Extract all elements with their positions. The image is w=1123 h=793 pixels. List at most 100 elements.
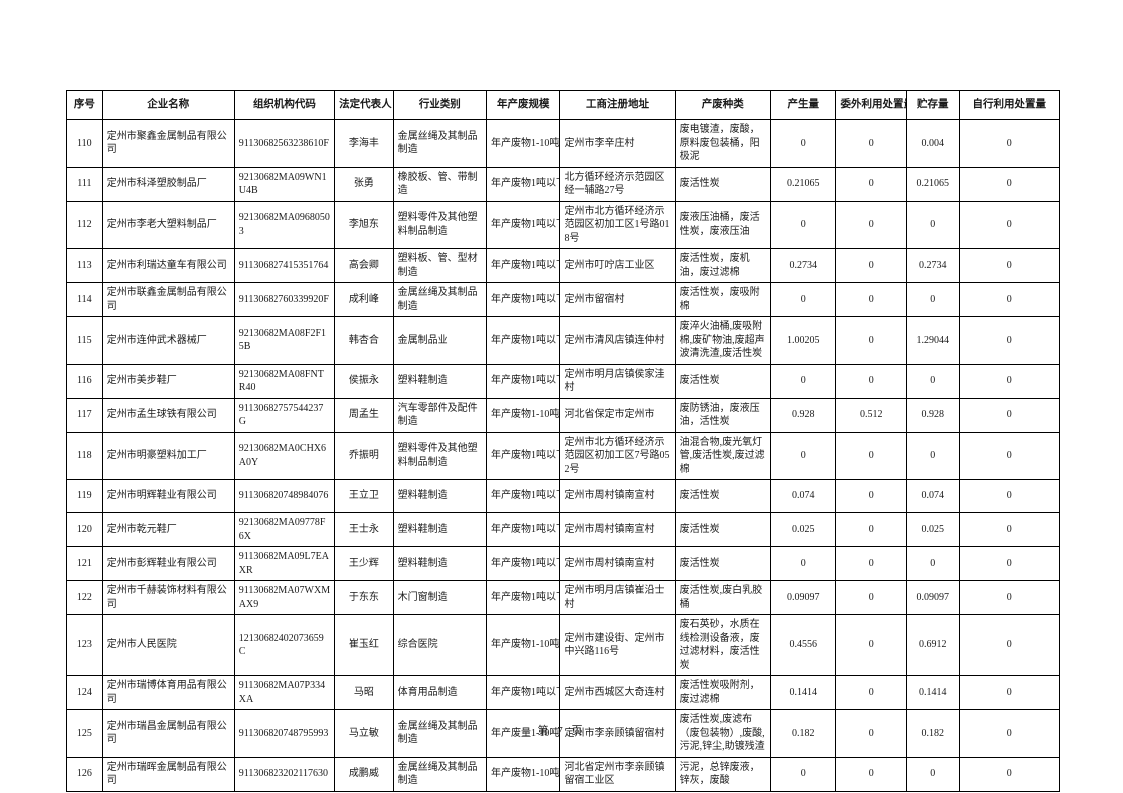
table-cell: 废活性炭 (674, 479, 771, 513)
table-cell: 126 (66, 756, 103, 792)
table-cell: 0 (958, 248, 1061, 283)
table-cell: 0 (905, 363, 960, 399)
table-cell: 综合医院 (392, 614, 487, 676)
table-row: 123 定州市人民医院 12130682402073659C 崔玉红 综合医院 年产废物1… (66, 614, 1061, 676)
table-cell: 年产废物1吨以下 (485, 512, 561, 547)
table-cell: 定州市聚鑫金属制品有限公司 (101, 119, 235, 168)
table-cell: 年产废物1吨以下 (485, 363, 561, 399)
table-cell: 定州市明豪塑料加工厂 (101, 431, 235, 480)
table-cell: 0 (835, 166, 907, 202)
table-cell: 0.182 (905, 709, 960, 758)
table-cell: 废液压油桶，废活性炭，废液压油 (674, 200, 771, 249)
table-cell: 124 (66, 675, 103, 710)
table-cell: 废电镀渣，废酸，原料废包装桶，阳极泥 (674, 119, 771, 168)
table-cell: 0 (835, 479, 907, 513)
table-cell: 王士永 (334, 512, 394, 547)
table-cell: 0.4556 (769, 614, 837, 676)
table-cell: 年产废物1吨以下 (485, 200, 561, 249)
table-cell: 0 (835, 512, 907, 547)
table-cell: 定州市联鑫金属制品有限公司 (101, 282, 235, 317)
table-cell: 0 (835, 248, 907, 283)
table-cell: 定州市北方循环经济示范园区初加工区7号路052号 (559, 431, 676, 480)
table-cell: 122 (66, 580, 103, 615)
column-header: 贮存量 (905, 90, 960, 120)
table-cell: 113 (66, 248, 103, 283)
table-cell: 定州市明辉鞋业有限公司 (101, 479, 235, 513)
table-cell: 定州市明月店镇崔沿士村 (559, 580, 676, 615)
table-cell: 0 (835, 282, 907, 317)
table-cell: 马昭 (334, 675, 394, 710)
table-row: 120 定州市乾元鞋厂 92130682MA09778F6X 王士永 塑料鞋制造 年产废物… (66, 512, 1061, 547)
table-cell: 成利峰 (334, 282, 394, 317)
table-cell: 侯振永 (334, 363, 394, 399)
table-cell: 定州市李亲顾镇留宿村 (559, 709, 676, 758)
table-cell: 0.074 (905, 479, 960, 513)
table-cell: 0.928 (905, 397, 960, 433)
table-cell: 废活性炭 (674, 363, 771, 399)
table-cell: 定州市连仲武术器械厂 (101, 316, 235, 365)
table-cell: 废活性炭 (674, 166, 771, 202)
table-cell: 92130682MA09680503 (233, 200, 336, 249)
table-cell: 定州市彭辉鞋业有限公司 (101, 546, 235, 581)
table-cell: 0 (835, 675, 907, 710)
table-cell: 0 (835, 431, 907, 480)
table-cell: 0.1414 (905, 675, 960, 710)
table-cell: 0 (958, 546, 1061, 581)
table-cell: 0 (835, 316, 907, 365)
table-cell: 高会卿 (334, 248, 394, 283)
table-cell: 韩杏合 (334, 316, 394, 365)
table-cell: 塑料零件及其他塑料制品制造 (392, 200, 487, 249)
table-cell: 0 (958, 756, 1061, 792)
table-cell: 崔玉红 (334, 614, 394, 676)
table-cell: 0 (905, 431, 960, 480)
table-cell: 定州市人民医院 (101, 614, 235, 676)
table-cell: 年产废物1吨以下 (485, 675, 561, 710)
table-cell: 废活性炭，废吸附棉 (674, 282, 771, 317)
table-cell: 112 (66, 200, 103, 249)
table-cell: 塑料鞋制造 (392, 363, 487, 399)
table-cell: 成鹏威 (334, 756, 394, 792)
table-cell: 塑料零件及其他塑料制品制造 (392, 431, 487, 480)
table-cell: 定州市留宿村 (559, 282, 676, 317)
table-cell: 0 (905, 200, 960, 249)
table-cell: 定州市李老大塑料制品厂 (101, 200, 235, 249)
table-cell: 120 (66, 512, 103, 547)
table-cell: 乔振明 (334, 431, 394, 480)
table-cell: 91130682MA09L7EAXR (233, 546, 336, 581)
table-cell: 0.6912 (905, 614, 960, 676)
table-cell: 911306820748984076 (233, 479, 336, 513)
table-cell: 0 (769, 756, 837, 792)
table-cell: 92130682MA0CHX6A0Y (233, 431, 336, 480)
table-cell: 废活性炭吸附剂，废过滤棉 (674, 675, 771, 710)
table-cell: 92130682MA08FNTR40 (233, 363, 336, 399)
table-cell: 118 (66, 431, 103, 480)
column-header: 年产废规模 (485, 90, 561, 120)
table-cell: 0 (769, 431, 837, 480)
column-header: 委外利用处置量 (835, 90, 907, 120)
table-row: 124 定州市瑞博体育用品有限公司 91130682MA07P334XA 马昭 体育用品… (66, 675, 1061, 710)
table-cell: 91130682563238610F (233, 119, 336, 168)
table-cell: 0 (835, 546, 907, 581)
table-cell: 塑料鞋制造 (392, 546, 487, 581)
table-cell: 123 (66, 614, 103, 676)
table-cell: 李海丰 (334, 119, 394, 168)
table-cell: 年产废物1吨以下 (485, 431, 561, 480)
table-cell: 0 (769, 282, 837, 317)
table-cell: 911306820748795993 (233, 709, 336, 758)
table-row: 118 定州市明豪塑料加工厂 92130682MA0CHX6A0Y 乔振明 塑料零件及其… (66, 431, 1061, 480)
table-row: 112 定州市李老大塑料制品厂 92130682MA09680503 李旭东 塑料零件及… (66, 200, 1061, 249)
table-cell: 定州市利瑞达童车有限公司 (101, 248, 235, 283)
table-cell: 0.21065 (769, 166, 837, 202)
table-cell: 0 (769, 363, 837, 399)
table-cell: 0.09097 (905, 580, 960, 615)
table-cell: 废石英砂，水质在线检测设备液，废过滤材料，废活性炭 (674, 614, 771, 676)
table-row: 114 定州市联鑫金属制品有限公司 91130682760339920F 成利峰 金属丝… (66, 282, 1061, 317)
table-cell: 废活性炭，废机油，废过滤棉 (674, 248, 771, 283)
table-cell: 0 (958, 512, 1061, 547)
table-header-row: 序号 企业名称 组织机构代码 法定代表人 行业类别 年产废规模 工商注册地址 产废种类 产生量委… (66, 90, 1061, 120)
table-cell: 年产废物1吨以下 (485, 479, 561, 513)
table-cell: 111 (66, 166, 103, 202)
column-header: 行业类别 (392, 90, 487, 120)
table-cell: 0 (769, 546, 837, 581)
